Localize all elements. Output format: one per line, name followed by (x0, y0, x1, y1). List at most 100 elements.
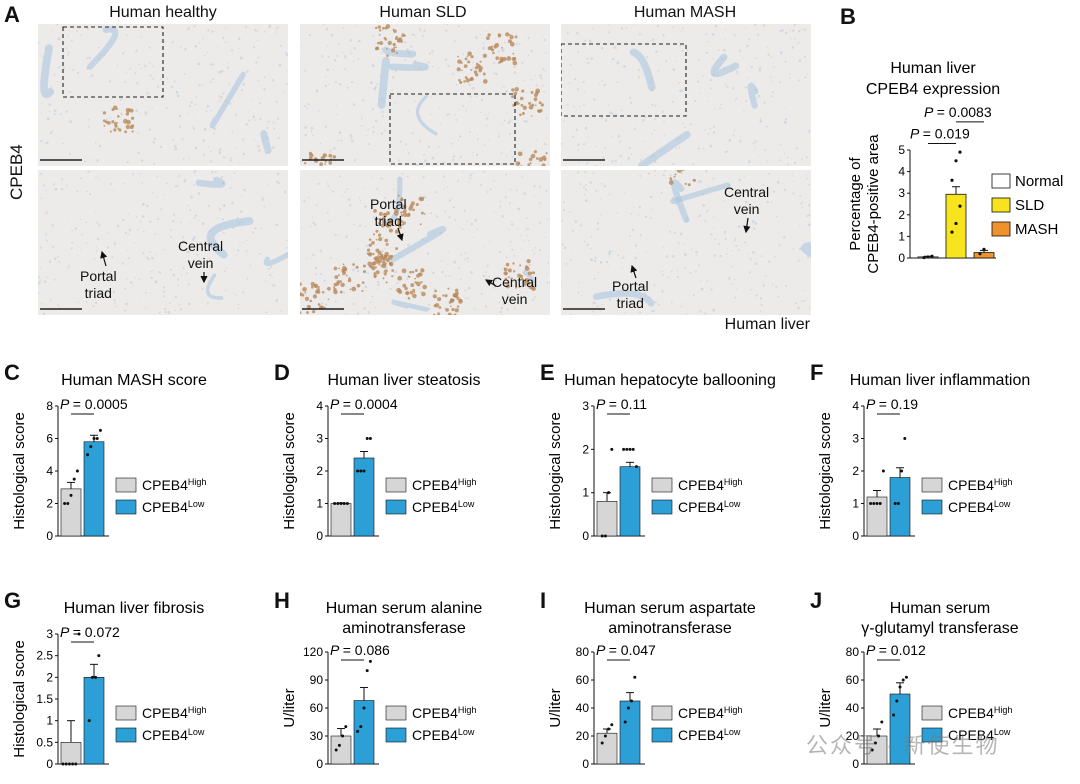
data-point (950, 230, 954, 234)
y-axis-label: U/liter (281, 688, 298, 727)
data-point (87, 719, 91, 723)
y-tick-label: 4 (852, 399, 859, 413)
mash-central-label: Central vein (724, 184, 770, 217)
y-tick-label: 40 (576, 701, 590, 715)
data-point (893, 502, 897, 505)
zoom-region-box (62, 26, 164, 98)
data-point (607, 491, 611, 495)
y-tick-label: 0 (46, 757, 53, 771)
legend-swatch-high (651, 477, 673, 493)
legend-label-high: CPEB4High (948, 705, 1012, 721)
y-tick-label: 2 (582, 442, 589, 456)
y-tick-label: 3 (316, 432, 323, 446)
y-tick-label: 4 (316, 399, 323, 413)
data-point (342, 502, 346, 505)
panel-title: γ-glutamyl transferase (861, 620, 1018, 637)
panel-title: Human serum alanine (326, 600, 483, 617)
data-point (97, 654, 101, 658)
data-point (954, 221, 958, 226)
y-axis-label: Histological score (817, 412, 834, 530)
data-point (628, 447, 632, 451)
panel-d-label: D (274, 360, 290, 385)
y-tick-label: 2.5 (36, 649, 53, 663)
legend-label-high: CPEB4High (142, 705, 206, 721)
data-point (903, 437, 907, 440)
data-point (631, 447, 635, 451)
legend-label-sld: SLD (1015, 197, 1044, 214)
legend-swatch-low (385, 727, 407, 743)
healthy-high-mag-image (38, 170, 288, 315)
healthy-low-mag-image (38, 24, 288, 166)
data-point (878, 502, 882, 505)
legend-label-normal: Normal (1015, 173, 1063, 190)
data-point (359, 725, 363, 729)
data-point (634, 465, 638, 469)
data-point (881, 469, 885, 473)
bar-cpeb4-high (596, 501, 618, 537)
data-point (954, 159, 958, 163)
data-point (337, 743, 341, 747)
data-point (603, 734, 607, 738)
y-tick-label: 3 (46, 627, 53, 641)
col-title-healthy: Human healthy (109, 4, 217, 21)
p-value-bottom: P = 0.019 (910, 126, 970, 142)
y-tick-label: 2 (46, 497, 53, 511)
legend-swatch-high (385, 477, 407, 493)
y-tick-label: 40 (846, 701, 860, 715)
y-tick-label: 20 (576, 729, 590, 743)
y-tick-label: 60 (576, 673, 590, 687)
legend-swatch-low (115, 499, 137, 515)
legend-label-high: CPEB4High (412, 705, 476, 721)
panel-b-ylabel-1: Percentage of (847, 156, 864, 250)
panel-f-chart: Human liver inflammation Histological sco… (817, 372, 1030, 543)
panel-e-label: E (540, 360, 555, 385)
y-tick-label: 0 (898, 251, 905, 265)
panel-a-label: A (4, 2, 20, 27)
y-tick-label: 1 (316, 497, 323, 511)
bar-mash (973, 252, 995, 259)
panel-j-label: J (810, 588, 823, 613)
data-point (873, 741, 877, 745)
legend-label-low: CPEB4Low (678, 499, 741, 515)
y-tick-label: 8 (46, 399, 53, 413)
legend-swatch-low (385, 499, 407, 515)
panel-title: Human hepatocyte ballooning (564, 372, 776, 389)
y-axis-label: U/liter (547, 688, 564, 727)
col-title-sld: Human SLD (379, 4, 467, 21)
y-tick-label: 0 (582, 757, 589, 771)
panel-h-chart: Human serum alanine aminotransferase U/lit… (281, 600, 483, 771)
y-tick-label: 3 (898, 186, 905, 200)
legend-swatch-high (385, 705, 407, 721)
mash-high-mag-image (561, 170, 811, 315)
data-point (870, 748, 874, 752)
panel-c-chart: Human MASH score Histological score 0 2 4 6 8 P… (11, 372, 207, 543)
p-value: P = 0.19 (866, 396, 918, 412)
data-point (368, 437, 372, 440)
data-point (630, 699, 634, 703)
data-point (345, 502, 349, 505)
data-point (958, 204, 962, 208)
mash-portal-label: Portal triad (612, 278, 649, 311)
panel-b-ylabel-2: CPEB4-positive area (865, 134, 882, 274)
bar-cpeb4-high (330, 503, 352, 537)
panel-b-title-2: CPEB4 expression (866, 81, 1000, 98)
data-point (898, 685, 902, 689)
data-point (67, 762, 71, 766)
y-tick-label: 0 (852, 529, 859, 543)
data-point (333, 502, 337, 505)
p-value-top: P = 0.0083 (924, 104, 992, 120)
data-point (359, 469, 363, 473)
data-point (98, 428, 102, 432)
data-point (877, 734, 881, 738)
data-point (978, 252, 982, 256)
y-tick-label: 4 (46, 464, 53, 478)
data-point (90, 675, 94, 679)
panel-b-label: B (840, 4, 856, 29)
data-point (368, 659, 372, 663)
y-axis-label: Histological score (547, 412, 564, 530)
data-point (958, 150, 962, 154)
y-tick-label: 2 (852, 464, 859, 478)
data-point (610, 723, 614, 727)
data-point (95, 437, 99, 440)
data-point (92, 437, 96, 440)
